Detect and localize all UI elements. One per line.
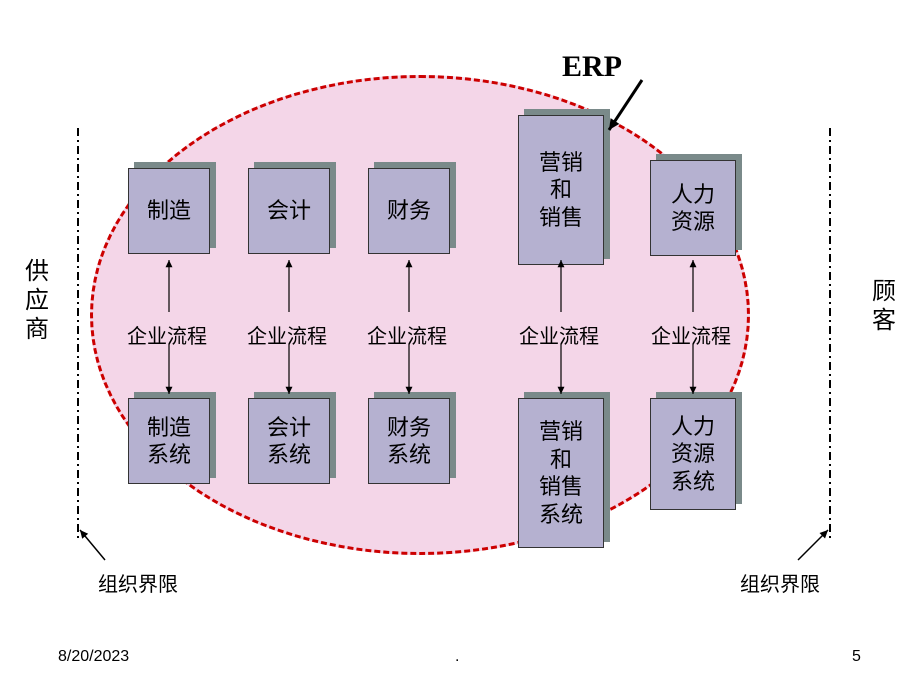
- footer-date: 8/20/2023: [58, 648, 129, 666]
- footer-dot: .: [455, 648, 459, 666]
- org-boundary-arrow-right: [0, 0, 920, 690]
- diagram-canvas: 制造会计财务营销 和 销售人力 资源制造 系统会计 系统财务 系统营销 和 销售…: [0, 0, 920, 690]
- footer-page: 5: [852, 648, 861, 666]
